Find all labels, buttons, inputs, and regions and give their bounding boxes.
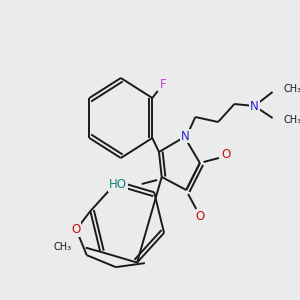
Text: CH₃: CH₃: [284, 84, 300, 94]
Text: O: O: [195, 211, 205, 224]
Text: CH₃: CH₃: [53, 242, 71, 252]
Text: O: O: [222, 148, 231, 161]
Text: CH₃: CH₃: [284, 115, 300, 125]
Text: F: F: [160, 77, 166, 91]
Text: HO: HO: [109, 178, 127, 191]
Text: N: N: [250, 100, 259, 112]
Text: N: N: [181, 130, 190, 142]
Text: O: O: [71, 223, 80, 236]
